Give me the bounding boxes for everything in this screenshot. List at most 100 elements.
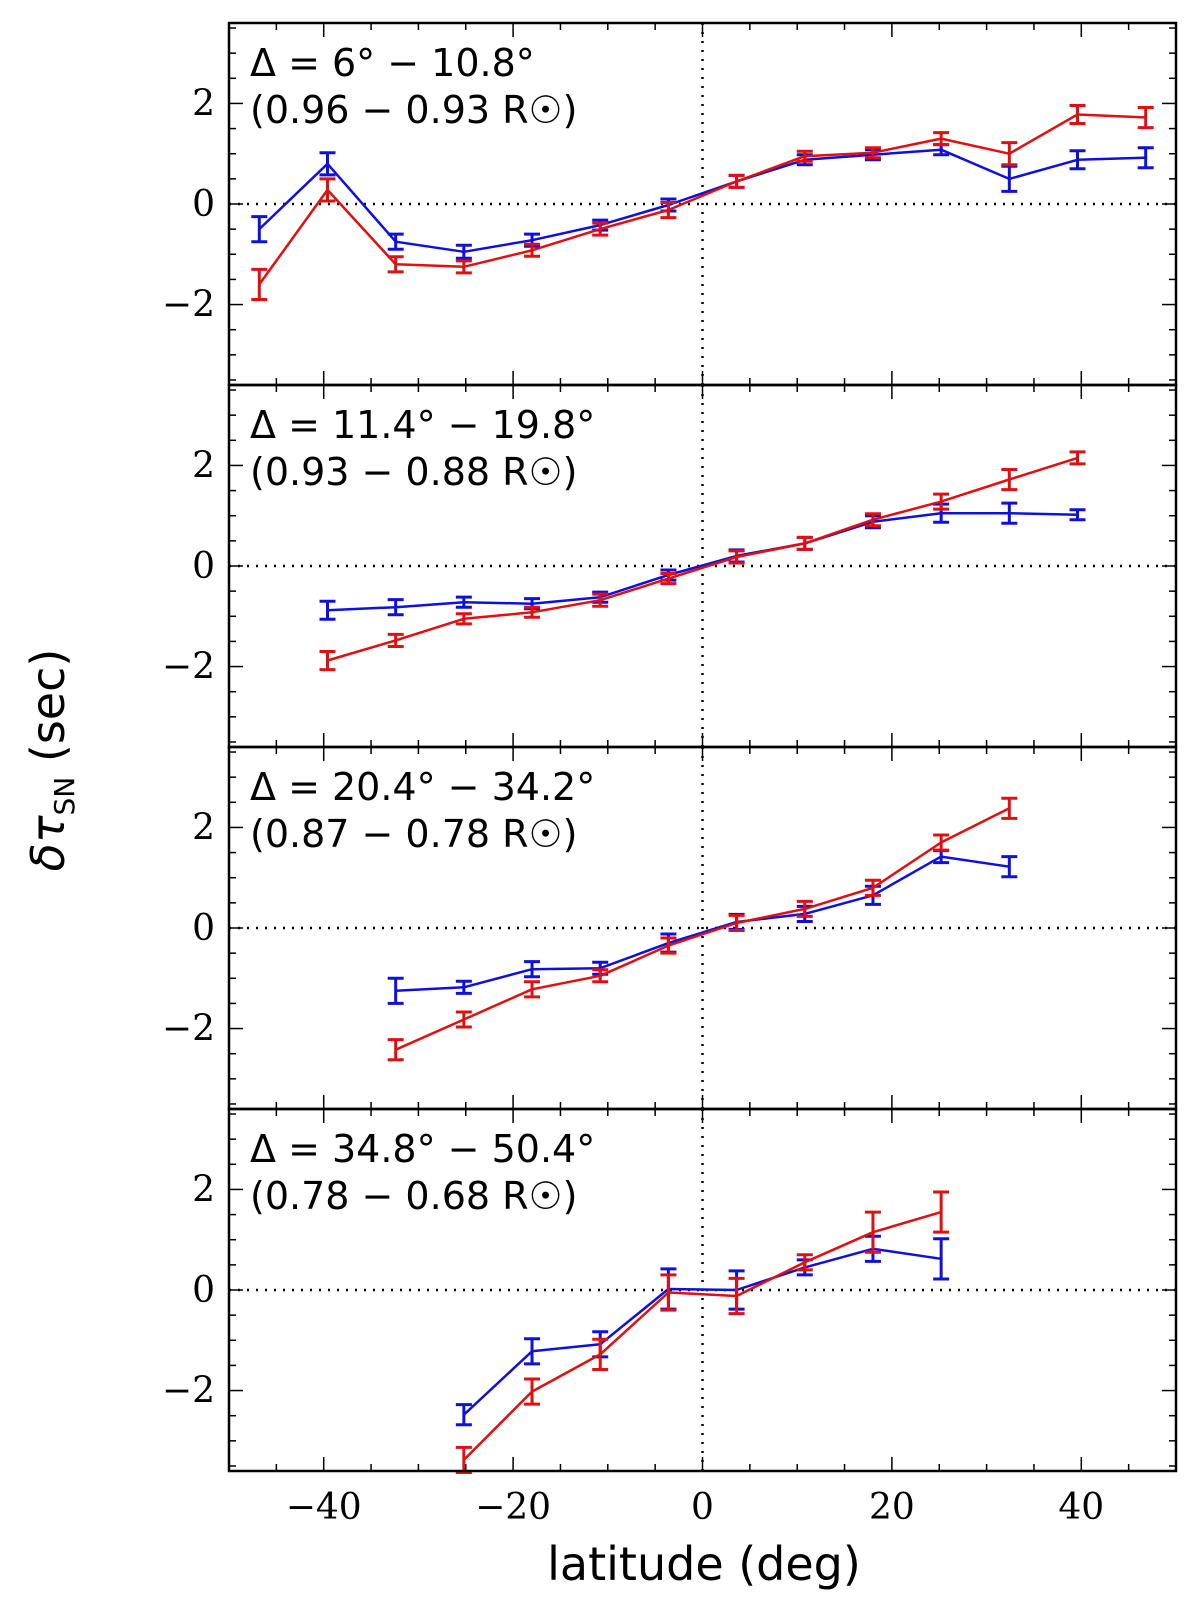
data-point-blue [1001,164,1018,193]
data-point-red [933,492,950,511]
data-point-red [455,259,472,275]
y-tick-label: −2 [162,1009,215,1050]
data-point-blue [319,599,336,621]
data-point-red [660,1273,677,1312]
panel-range-label: Δ = 20.4° − 34.2° [250,765,595,809]
data-point-red [728,1276,745,1316]
data-point-red [524,980,541,999]
data-point-blue [387,232,404,251]
data-point-blue [455,595,472,609]
panel-range-label: Δ = 34.8° − 50.4° [250,1127,595,1171]
y-tick-label: 0 [192,908,215,949]
data-point-blue [524,960,541,979]
data-point-red [933,833,950,852]
data-point-blue [251,215,268,244]
data-point-red [387,1038,404,1062]
data-point-red [387,632,404,648]
y-axis-symbol: δτ [21,815,75,871]
data-point-red [524,1377,541,1406]
y-tick-label: 2 [192,83,215,124]
data-point-red [524,605,541,619]
series-line-blue [258,148,1146,254]
x-tick-label: 0 [691,1487,714,1528]
data-point-red [1001,467,1018,492]
panel-range-label: Δ = 6° − 10.8° [250,41,535,85]
data-point-red [1137,105,1154,130]
series-line-blue [395,855,1010,993]
data-point-red [864,146,881,160]
data-point-red [933,131,950,147]
series-line-red [395,807,1010,1051]
y-tick-label: −2 [162,647,215,688]
y-axis-title: δτSN (sec) [21,649,81,872]
data-point-red [796,149,813,163]
data-point-blue [933,1237,950,1281]
panel-4: −2 0 2 Δ = 34.8° − 50.4°(0.78 − 0.68 R☉) [162,1107,1178,1475]
data-point-red [933,1190,950,1234]
x-axis-title: latitude (deg) [547,1537,861,1591]
data-point-blue [1137,146,1154,170]
data-point-blue [319,151,336,177]
y-tick-label: 2 [192,1169,215,1210]
y-tick-label: 0 [192,546,215,587]
data-point-blue [455,1403,472,1427]
data-point-red [796,1253,813,1272]
y-tick-label: 2 [192,807,215,848]
panel-1: −2 0 2 Δ = 6° − 10.8°(0.96 − 0.93 R☉) [162,21,1178,387]
data-point-red [660,572,677,586]
data-point-red [455,612,472,626]
data-point-blue [455,243,472,260]
data-point-red [864,512,881,528]
y-axis-unit: (sec) [21,649,75,777]
series-line-blue [463,1247,942,1416]
data-point-red [728,173,745,189]
series-line-red [463,1210,942,1461]
data-point-red [319,177,336,203]
y-tick-label: 0 [192,1270,215,1311]
y-tick-label: 2 [192,445,215,486]
data-point-red [592,221,609,237]
y-tick-label: 0 [192,184,215,225]
data-point-red [524,242,541,258]
data-point-red [1001,796,1018,820]
data-point-red [796,535,813,551]
data-point-red [864,878,881,897]
panel-radius-label: (0.93 − 0.88 R☉) [250,450,577,494]
series-line-red [258,113,1146,286]
y-tick-label: −2 [162,1371,215,1412]
data-point-red [387,255,404,274]
x-tick-label: 20 [869,1487,915,1528]
series-line-blue [327,511,1078,612]
data-point-red [251,267,268,302]
data-point-red [1001,141,1018,167]
x-tick-label: −40 [286,1487,362,1528]
data-point-blue [387,598,404,617]
data-point-blue [1001,855,1018,879]
data-point-red [455,1010,472,1029]
data-point-blue [455,979,472,995]
data-point-red [592,1337,609,1371]
x-tick-label: −20 [475,1487,551,1528]
series-line-red [327,456,1078,662]
panel-range-label: Δ = 11.4° − 19.8° [250,403,595,447]
data-point-red [592,968,609,984]
panel-radius-label: (0.78 − 0.68 R☉) [250,1174,577,1218]
panel-3: −2 0 2 Δ = 20.4° − 34.2°(0.87 − 0.78 R☉) [162,745,1178,1111]
panel-radius-label: (0.96 − 0.93 R☉) [250,88,577,132]
data-point-blue [387,976,404,1005]
data-point-red [796,899,813,918]
data-point-red [1069,103,1086,126]
data-point-red [592,592,609,608]
data-point-red [728,549,745,565]
data-point-red [455,1445,472,1475]
data-point-red [1069,450,1086,466]
panel-radius-label: (0.87 − 0.78 R☉) [250,812,577,856]
data-point-red [864,1210,881,1254]
data-point-red [660,200,677,220]
y-tick-label: −2 [162,285,215,326]
data-point-blue [1069,149,1086,171]
panel-2: −2 0 2 Δ = 11.4° − 19.8°(0.93 − 0.88 R☉) [162,383,1178,749]
data-point-red [319,649,336,672]
data-point-blue [524,1337,541,1366]
data-point-blue [1001,501,1018,525]
